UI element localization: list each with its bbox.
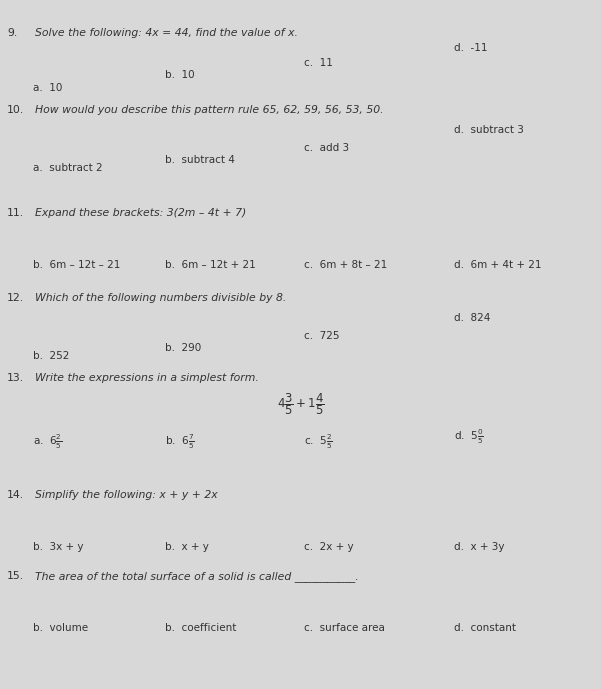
Text: 12.: 12. xyxy=(7,293,24,303)
Text: 13.: 13. xyxy=(7,373,24,383)
Text: b.  6m – 12t + 21: b. 6m – 12t + 21 xyxy=(165,260,256,270)
Text: a.  $6\frac{2}{5}$: a. $6\frac{2}{5}$ xyxy=(33,433,63,451)
Text: d.  -11: d. -11 xyxy=(454,43,487,53)
Text: d.  subtract 3: d. subtract 3 xyxy=(454,125,523,135)
Text: c.  $5\frac{2}{5}$: c. $5\frac{2}{5}$ xyxy=(304,433,332,451)
Text: 9.: 9. xyxy=(7,28,17,38)
Text: d.  $5\frac{0}{5}$: d. $5\frac{0}{5}$ xyxy=(454,428,483,446)
Text: Solve the following: 4x = 44, find the value of x.: Solve the following: 4x = 44, find the v… xyxy=(35,28,298,38)
Text: How would you describe this pattern rule 65, 62, 59, 56, 53, 50.: How would you describe this pattern rule… xyxy=(35,105,383,115)
Text: 14.: 14. xyxy=(7,490,24,500)
Text: $4\dfrac{3}{5} + 1\dfrac{4}{5}$: $4\dfrac{3}{5} + 1\dfrac{4}{5}$ xyxy=(276,391,325,417)
Text: c.  11: c. 11 xyxy=(304,58,332,68)
Text: b.  $6\frac{7}{5}$: b. $6\frac{7}{5}$ xyxy=(165,433,195,451)
Text: b.  6m – 12t – 21: b. 6m – 12t – 21 xyxy=(33,260,120,270)
Text: b.  290: b. 290 xyxy=(165,343,201,353)
Text: c.  6m + 8t – 21: c. 6m + 8t – 21 xyxy=(304,260,387,270)
Text: b.  volume: b. volume xyxy=(33,623,88,633)
Text: Which of the following numbers divisible by 8.: Which of the following numbers divisible… xyxy=(35,293,286,303)
Text: Simplify the following: x + y + 2x: Simplify the following: x + y + 2x xyxy=(35,490,218,500)
Text: d.  x + 3y: d. x + 3y xyxy=(454,542,504,552)
Text: Expand these brackets: 3(2m – 4t + 7): Expand these brackets: 3(2m – 4t + 7) xyxy=(35,208,246,218)
Text: b.  10: b. 10 xyxy=(165,70,195,80)
Text: 11.: 11. xyxy=(7,208,24,218)
Text: d.  824: d. 824 xyxy=(454,313,490,323)
Text: a.  10: a. 10 xyxy=(33,83,63,93)
Text: The area of the total surface of a solid is called ___________.: The area of the total surface of a solid… xyxy=(35,571,359,582)
Text: b.  subtract 4: b. subtract 4 xyxy=(165,155,235,165)
Text: Write the expressions in a simplest form.: Write the expressions in a simplest form… xyxy=(35,373,259,383)
Text: d.  6m + 4t + 21: d. 6m + 4t + 21 xyxy=(454,260,542,270)
Text: b.  coefficient: b. coefficient xyxy=(165,623,237,633)
Text: c.  surface area: c. surface area xyxy=(304,623,385,633)
Text: b.  3x + y: b. 3x + y xyxy=(33,542,84,552)
Text: d.  constant: d. constant xyxy=(454,623,516,633)
Text: 15.: 15. xyxy=(7,571,24,581)
Text: c.  2x + y: c. 2x + y xyxy=(304,542,353,552)
Text: b.  252: b. 252 xyxy=(33,351,70,361)
Text: b.  x + y: b. x + y xyxy=(165,542,209,552)
Text: c.  725: c. 725 xyxy=(304,331,339,341)
Text: 10.: 10. xyxy=(7,105,25,115)
Text: c.  add 3: c. add 3 xyxy=(304,143,349,153)
Text: a.  subtract 2: a. subtract 2 xyxy=(33,163,103,173)
